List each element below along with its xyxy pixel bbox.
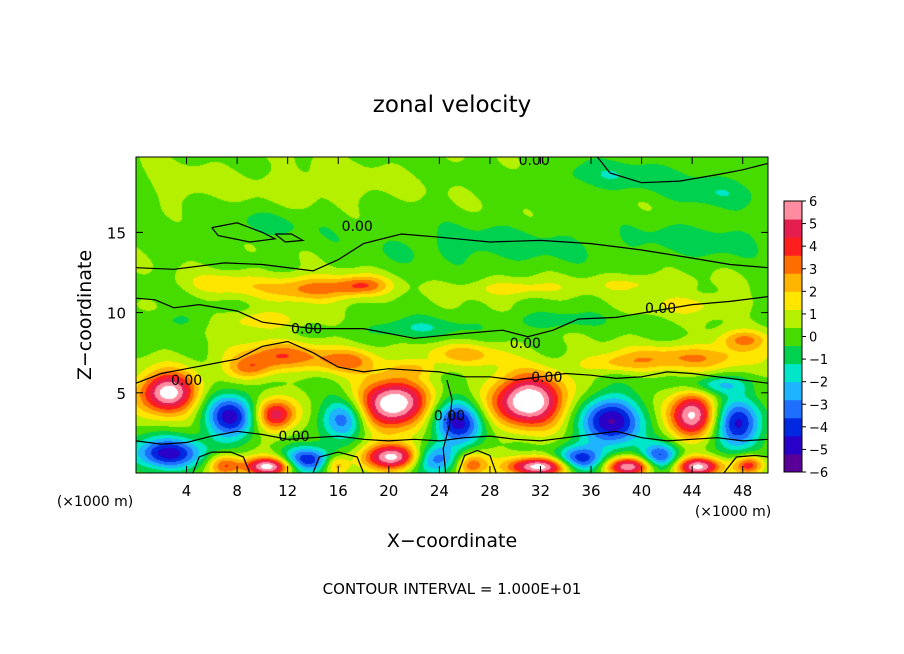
zero-contour-lines [136,157,768,473]
velocity-field [136,157,768,473]
zero-contour-10 [457,449,497,473]
colorbar-tick-label-2: 4 [809,240,817,255]
chart-title: zonal velocity [373,92,531,118]
x-tick-label-32: 32 [531,482,550,500]
zero-contour-7 [442,379,453,473]
x-tick-label-8: 8 [232,482,242,500]
colorbar-cell-14 [784,201,802,220]
x-tick-label-16: 16 [329,482,348,500]
colorbar-cell-4 [784,381,802,401]
contour-label-1: 0.00 [342,219,373,235]
y-tick-label-5: 5 [116,385,126,403]
colorbar-tick-label-9: −3 [809,398,828,413]
contour-label-7: 0.00 [434,408,465,424]
x-tick-label-4: 4 [182,482,192,500]
x-tick-label-24: 24 [430,482,449,500]
colorbar-tick-label-10: −4 [809,421,828,436]
colorbar-cell-2 [784,417,802,437]
zero-contour-0 [136,233,768,272]
contour-label-5: 0.00 [531,370,562,386]
colorbar-cell-3 [784,399,802,419]
zero-contour-2 [211,222,278,243]
x-axis-ticks: 4 8 12 16 20 24 28 32 36 40 44 48 [182,157,752,500]
zero-contour-4 [136,296,768,339]
contour-label-8: 0.00 [278,429,309,445]
colorbar-cells [784,201,802,473]
colorbar-tick-label-4: 2 [809,285,817,300]
colorbar-cell-0 [784,453,802,473]
colorbar-cell-5 [784,363,802,383]
colorbar: 6 5 4 3 2 1 0 −1 −2 −3 −4 −5 −6 [783,195,828,481]
contour-label-3: 0.00 [291,322,322,338]
colorbar-cell-8 [784,309,802,328]
contour-label-4: 0.00 [510,336,541,352]
plot-frame [135,156,769,474]
x-tick-label-36: 36 [581,482,600,500]
y-tick-label-15: 15 [107,224,126,242]
colorbar-tick-label-12: −6 [809,466,828,481]
colorbar-tick-label-8: −2 [809,376,828,391]
x-tick-label-40: 40 [632,482,651,500]
x-tick-label-44: 44 [683,482,702,500]
zero-contour-1 [596,157,768,184]
x-tick-label-48: 48 [733,482,752,500]
colorbar-tick-label-0: 6 [809,195,817,210]
colorbar-cell-6 [784,345,802,365]
zero-contour-5 [136,340,768,384]
y-tick-label-10: 10 [107,305,126,323]
colorbar-tick-label-1: 5 [809,218,817,233]
contour-labels: 0.00 0.00 0.00 0.00 0.00 0.00 0.00 0.00 0.00 [171,153,676,445]
y-axis-label: Z−coordinate [74,250,96,380]
y-axis-ticks: 5 10 15 [107,224,768,403]
colorbar-cell-7 [784,327,802,347]
colorbar-cell-12 [784,237,802,256]
x-tick-label-20: 20 [379,482,398,500]
contour-label-6: 0.00 [171,373,202,389]
contour-label-2: 0.00 [645,301,676,317]
contour-label-0: 0.00 [519,153,550,169]
colorbar-tick-label-11: −5 [809,443,828,458]
zero-contour-3 [274,233,305,243]
zero-contour-6 [136,430,768,445]
colorbar-cell-9 [784,291,802,310]
zero-contour-11 [723,454,768,473]
x-unit-right: (×1000 m) [695,504,771,520]
colorbar-cell-1 [784,435,802,455]
colorbar-cell-11 [784,255,802,274]
zero-contour-8 [192,451,251,473]
colorbar-tick-label-3: 3 [809,263,817,278]
colorbar-tick-label-7: −1 [809,353,828,368]
x-unit-left: (×1000 m) [57,494,133,510]
x-tick-label-28: 28 [480,482,499,500]
colorbar-tick-label-5: 1 [809,308,817,323]
colorbar-tick-labels: 6 5 4 3 2 1 0 −1 −2 −3 −4 −5 −6 [802,195,828,481]
x-axis-label: X−coordinate [387,530,517,552]
colorbar-cell-10 [784,273,802,292]
colorbar-cell-13 [784,219,802,238]
zero-contour-9 [312,451,365,473]
x-tick-label-12: 12 [278,482,297,500]
contour-interval-footer: CONTOUR INTERVAL = 1.000E+01 [323,580,582,598]
colorbar-tick-label-6: 0 [809,331,817,346]
